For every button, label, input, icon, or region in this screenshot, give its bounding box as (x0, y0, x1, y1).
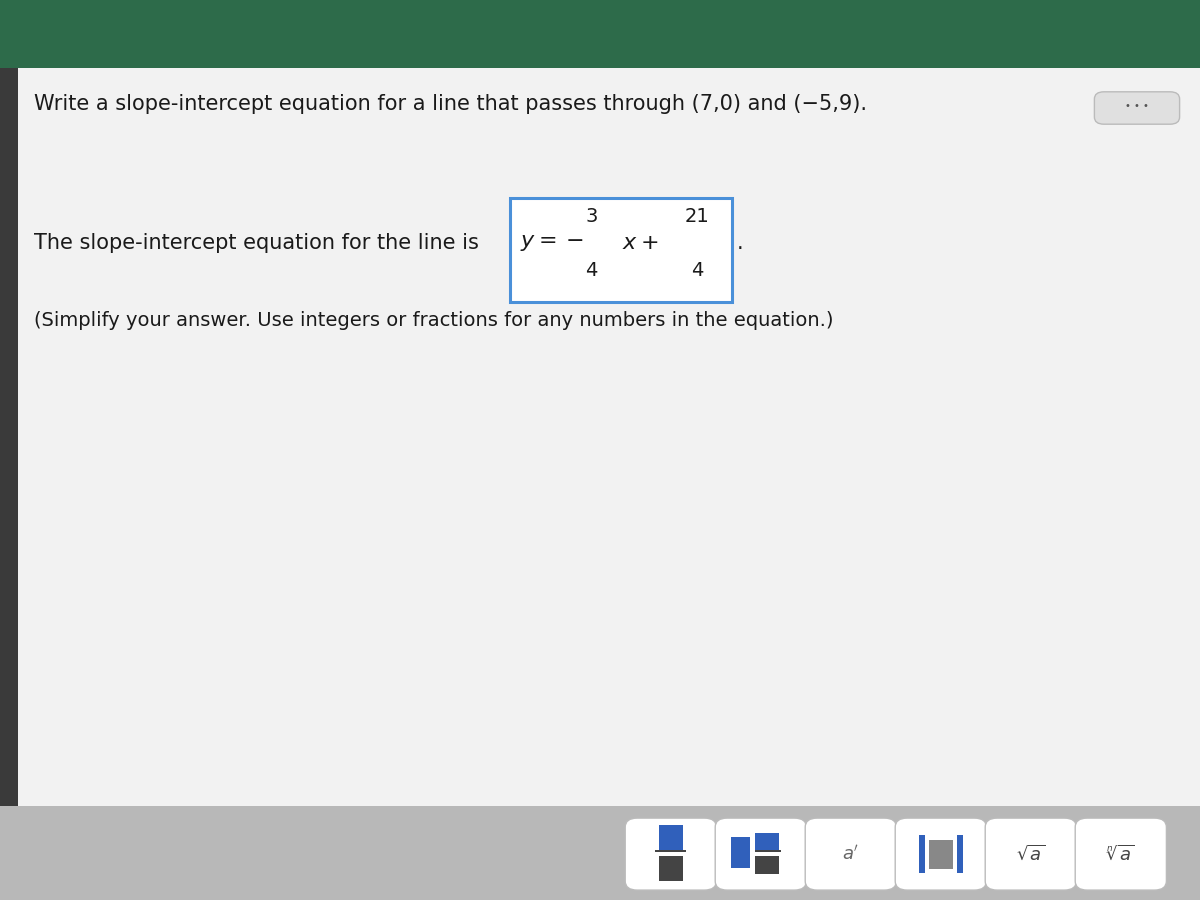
Text: The slope-intercept equation for the line is: The slope-intercept equation for the lin… (34, 233, 485, 253)
Text: • • •: • • • (1126, 101, 1148, 112)
Text: 21: 21 (685, 206, 709, 226)
Text: (Simplify your answer. Use integers or fractions for any numbers in the equation: (Simplify your answer. Use integers or f… (34, 310, 833, 329)
Text: Write a slope-intercept equation for a line that passes through (7,0) and (−5,9): Write a slope-intercept equation for a l… (34, 94, 866, 114)
Text: 3: 3 (586, 206, 598, 226)
Text: .: . (737, 233, 744, 253)
Text: $x +$: $x +$ (622, 233, 658, 253)
Text: $\sqrt[n]{a}$: $\sqrt[n]{a}$ (1106, 844, 1135, 864)
Text: 4: 4 (691, 260, 703, 280)
Text: $\sqrt{a}$: $\sqrt{a}$ (1016, 844, 1045, 864)
Text: $a'$: $a'$ (842, 844, 859, 864)
Text: 4: 4 (586, 260, 598, 280)
Text: $y = -$: $y = -$ (520, 233, 583, 253)
